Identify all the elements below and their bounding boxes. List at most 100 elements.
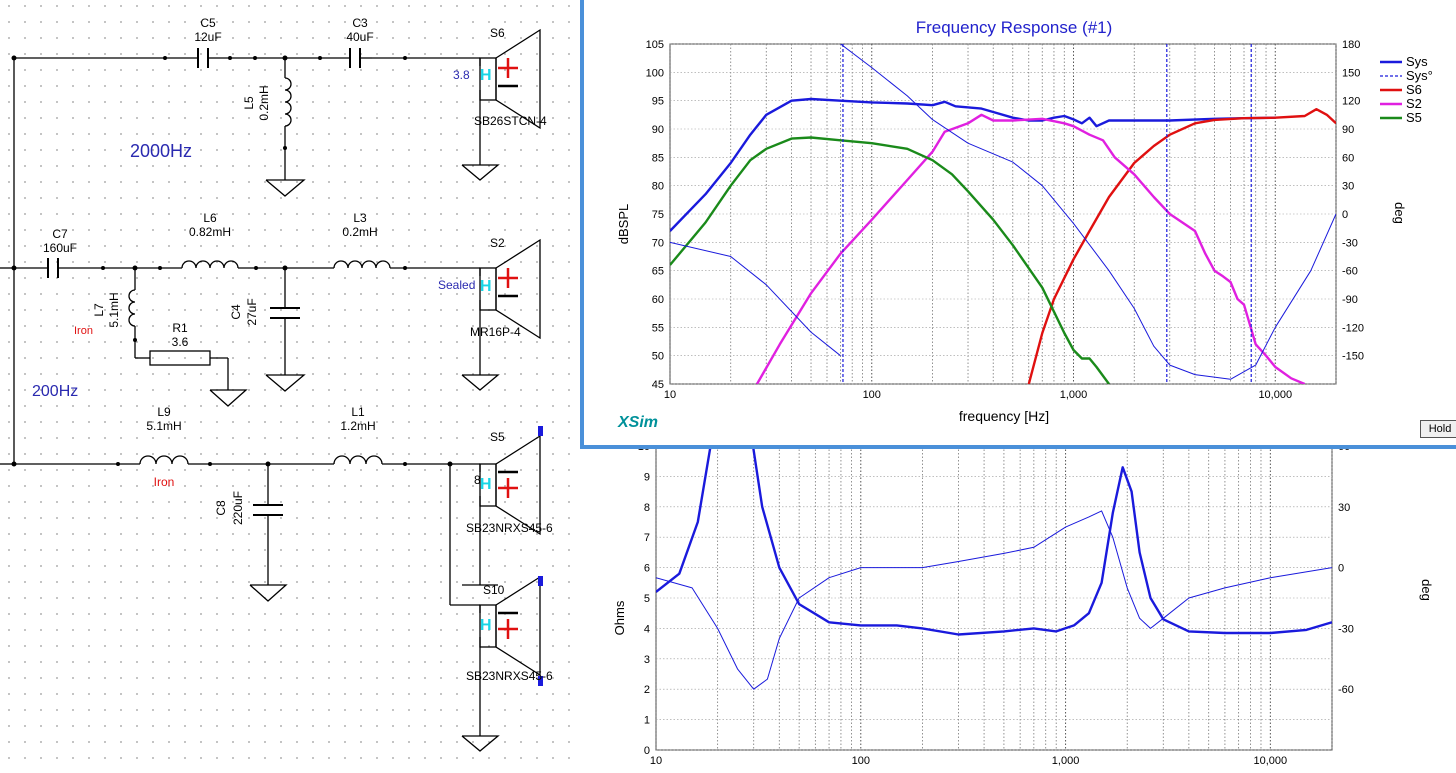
s6-model: SB26STCN-4 [474, 114, 547, 128]
y-tick-label: 55 [652, 322, 664, 334]
s6-name: S6 [490, 26, 505, 40]
y-tick-label: 1 [644, 715, 650, 727]
l9-name: L9 [157, 405, 171, 419]
y2-tick-label: 90 [1342, 124, 1354, 136]
y2-tick-label: -30 [1338, 623, 1354, 635]
x-tick-label: 10 [664, 389, 676, 401]
crossover-schematic[interactable]: H H H H C5 12uF C3 40uF C7 160uF L6 0. [0, 0, 580, 773]
y-tick-label: 2 [644, 684, 650, 696]
impedance-chart[interactable]: 012345678910-60-3003060101001,00010,000 … [580, 440, 1456, 773]
l1-value: 1.2mH [340, 419, 375, 433]
impedance-y2label: deg [1419, 579, 1434, 601]
y-tick-label: 100 [646, 67, 664, 79]
l9-value: 5.1mH [146, 419, 181, 433]
c3-value: 40uF [346, 30, 373, 44]
l7-note: Iron [74, 325, 93, 337]
y-tick-label: 4 [644, 623, 650, 635]
c7-value: 160uF [43, 241, 77, 255]
speaker-s10[interactable]: H [479, 575, 543, 686]
c4-value: 27uF [245, 298, 259, 325]
y-tick-label: 6 [644, 563, 650, 575]
speaker-s6[interactable]: H [479, 28, 541, 130]
series-impedance-phase [656, 510, 1332, 690]
series-sys-phase [670, 44, 1336, 380]
x-tick-label: 1,000 [1060, 389, 1088, 401]
y-tick-label: 3 [644, 654, 650, 666]
y2-tick-label: 30 [1338, 502, 1350, 514]
r1-name: R1 [172, 321, 188, 335]
s2-model: MR16P-4 [470, 325, 521, 339]
x-axis-label: frequency [Hz] [959, 408, 1049, 424]
l6-value: 0.82mH [189, 225, 231, 239]
y-tick-label: 9 [644, 471, 650, 483]
l3-value: 0.2mH [342, 225, 377, 239]
s6-box: 3.8 [453, 68, 470, 82]
y-tick-label: 90 [652, 124, 664, 136]
y-tick-label: 50 [652, 351, 664, 363]
y-tick-label: 0 [644, 745, 650, 757]
c8-value: 220uF [231, 491, 245, 525]
svg-text:H: H [480, 278, 492, 295]
legend-label-s6: S6 [1406, 82, 1422, 97]
speaker-s2[interactable]: H [479, 238, 541, 340]
series-s5 [670, 136, 1110, 384]
y2-tick-label: 180 [1342, 39, 1360, 51]
l3-name: L3 [353, 211, 367, 225]
c5-name: C5 [200, 16, 216, 30]
legend-label-sys-: Sys° [1406, 68, 1433, 83]
s10-model: SB23NRXS45-6 [466, 669, 553, 683]
y2-tick-label: -60 [1342, 266, 1358, 278]
s10-name: S10 [483, 583, 505, 597]
legend-label-s5: S5 [1406, 110, 1422, 125]
c4-name: C4 [229, 304, 243, 320]
l7-value: 5.1mH [107, 292, 121, 327]
y2-tick-label: -30 [1342, 237, 1358, 249]
y-tick-label: 45 [652, 379, 664, 391]
l1-name: L1 [351, 405, 365, 419]
y-tick-label: 70 [652, 237, 664, 249]
y2-tick-label: 0 [1338, 563, 1344, 575]
y-tick-label: 60 [652, 294, 664, 306]
l6-name: L6 [203, 211, 217, 225]
speaker-s5[interactable]: H [479, 426, 543, 536]
y2-tick-label: -90 [1342, 294, 1358, 306]
svg-text:H: H [480, 476, 492, 493]
y2-tick-label: -120 [1342, 322, 1364, 334]
y2-tick-label: 150 [1342, 67, 1360, 79]
frequency-response-window[interactable]: Frequency Response (#1) 45 50 55 60 65 70 75 80… [580, 0, 1456, 449]
impedance-ylabel: Ohms [612, 600, 627, 635]
y2-tick-label: 0 [1342, 209, 1348, 221]
y2-tick-label: 30 [1342, 181, 1354, 193]
l7-name: L7 [92, 303, 106, 317]
x-tick-label: 100 [863, 389, 881, 401]
y2-tick-label: -150 [1342, 351, 1364, 363]
y2-tick-label: 60 [1342, 152, 1354, 164]
s2-name: S2 [490, 236, 505, 250]
l5-name: L5 [242, 96, 256, 110]
y-axis-label: dBSPL [616, 204, 631, 244]
c5-value: 12uF [194, 30, 221, 44]
y2-tick-label: -60 [1338, 684, 1354, 696]
y-tick-label: 95 [652, 96, 664, 108]
woofer-crossover-freq: 200Hz [32, 383, 78, 400]
c3-name: C3 [352, 16, 368, 30]
hold-button[interactable]: Hold [1420, 420, 1456, 438]
y2-axis-label: deg [1392, 202, 1407, 224]
y-tick-label: 75 [652, 209, 664, 221]
y-tick-label: 80 [652, 181, 664, 193]
y2-tick-label: 120 [1342, 96, 1360, 108]
series-sys [670, 97, 1276, 232]
l5-value: 0.2mH [257, 85, 271, 120]
x-tick-label: 1,000 [1052, 755, 1080, 767]
y-tick-label: 65 [652, 266, 664, 278]
y-tick-label: 8 [644, 502, 650, 514]
c8-name: C8 [214, 500, 228, 516]
s5-name: S5 [490, 430, 505, 444]
s2-box: Sealed [438, 278, 475, 292]
xsim-logo: XSim [618, 414, 659, 431]
series-s2 [755, 113, 1306, 384]
y-tick-label: 7 [644, 532, 650, 544]
s5-box: 8 [474, 473, 481, 487]
x-tick-label: 100 [852, 755, 870, 767]
x-tick-label: 10,000 [1254, 755, 1288, 767]
